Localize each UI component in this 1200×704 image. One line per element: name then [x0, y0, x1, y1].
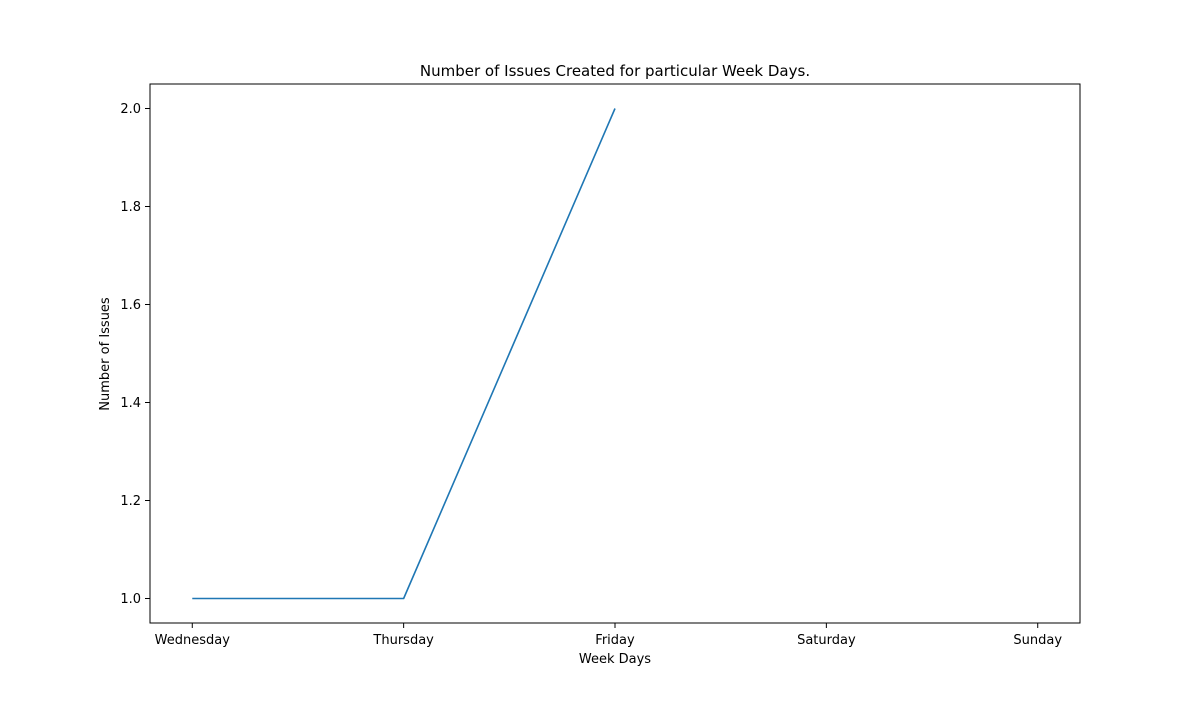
x-tick-label: Friday: [595, 633, 635, 648]
x-axis-label: Week Days: [579, 652, 651, 667]
x-tick-label: Sunday: [1013, 633, 1062, 648]
chart-title: Number of Issues Created for particular …: [420, 62, 810, 80]
x-tick-label: Thursday: [372, 633, 434, 648]
y-tick-label: 1.0: [120, 592, 141, 607]
series-line-0: [192, 108, 616, 600]
y-axis-label: Number of Issues: [98, 297, 113, 411]
y-tick-label: 2.0: [120, 102, 141, 117]
y-tick-label: 1.6: [120, 298, 141, 313]
y-tick-label: 1.8: [120, 200, 141, 215]
x-tick-label: Wednesday: [155, 633, 231, 648]
y-tick-label: 1.4: [120, 396, 141, 411]
plot-layer: Wednesday Thursday Friday Saturday Sunday 1.0…: [120, 83, 1081, 648]
y-tick-label: 1.2: [120, 494, 141, 509]
x-tick-label: Saturday: [797, 633, 856, 648]
